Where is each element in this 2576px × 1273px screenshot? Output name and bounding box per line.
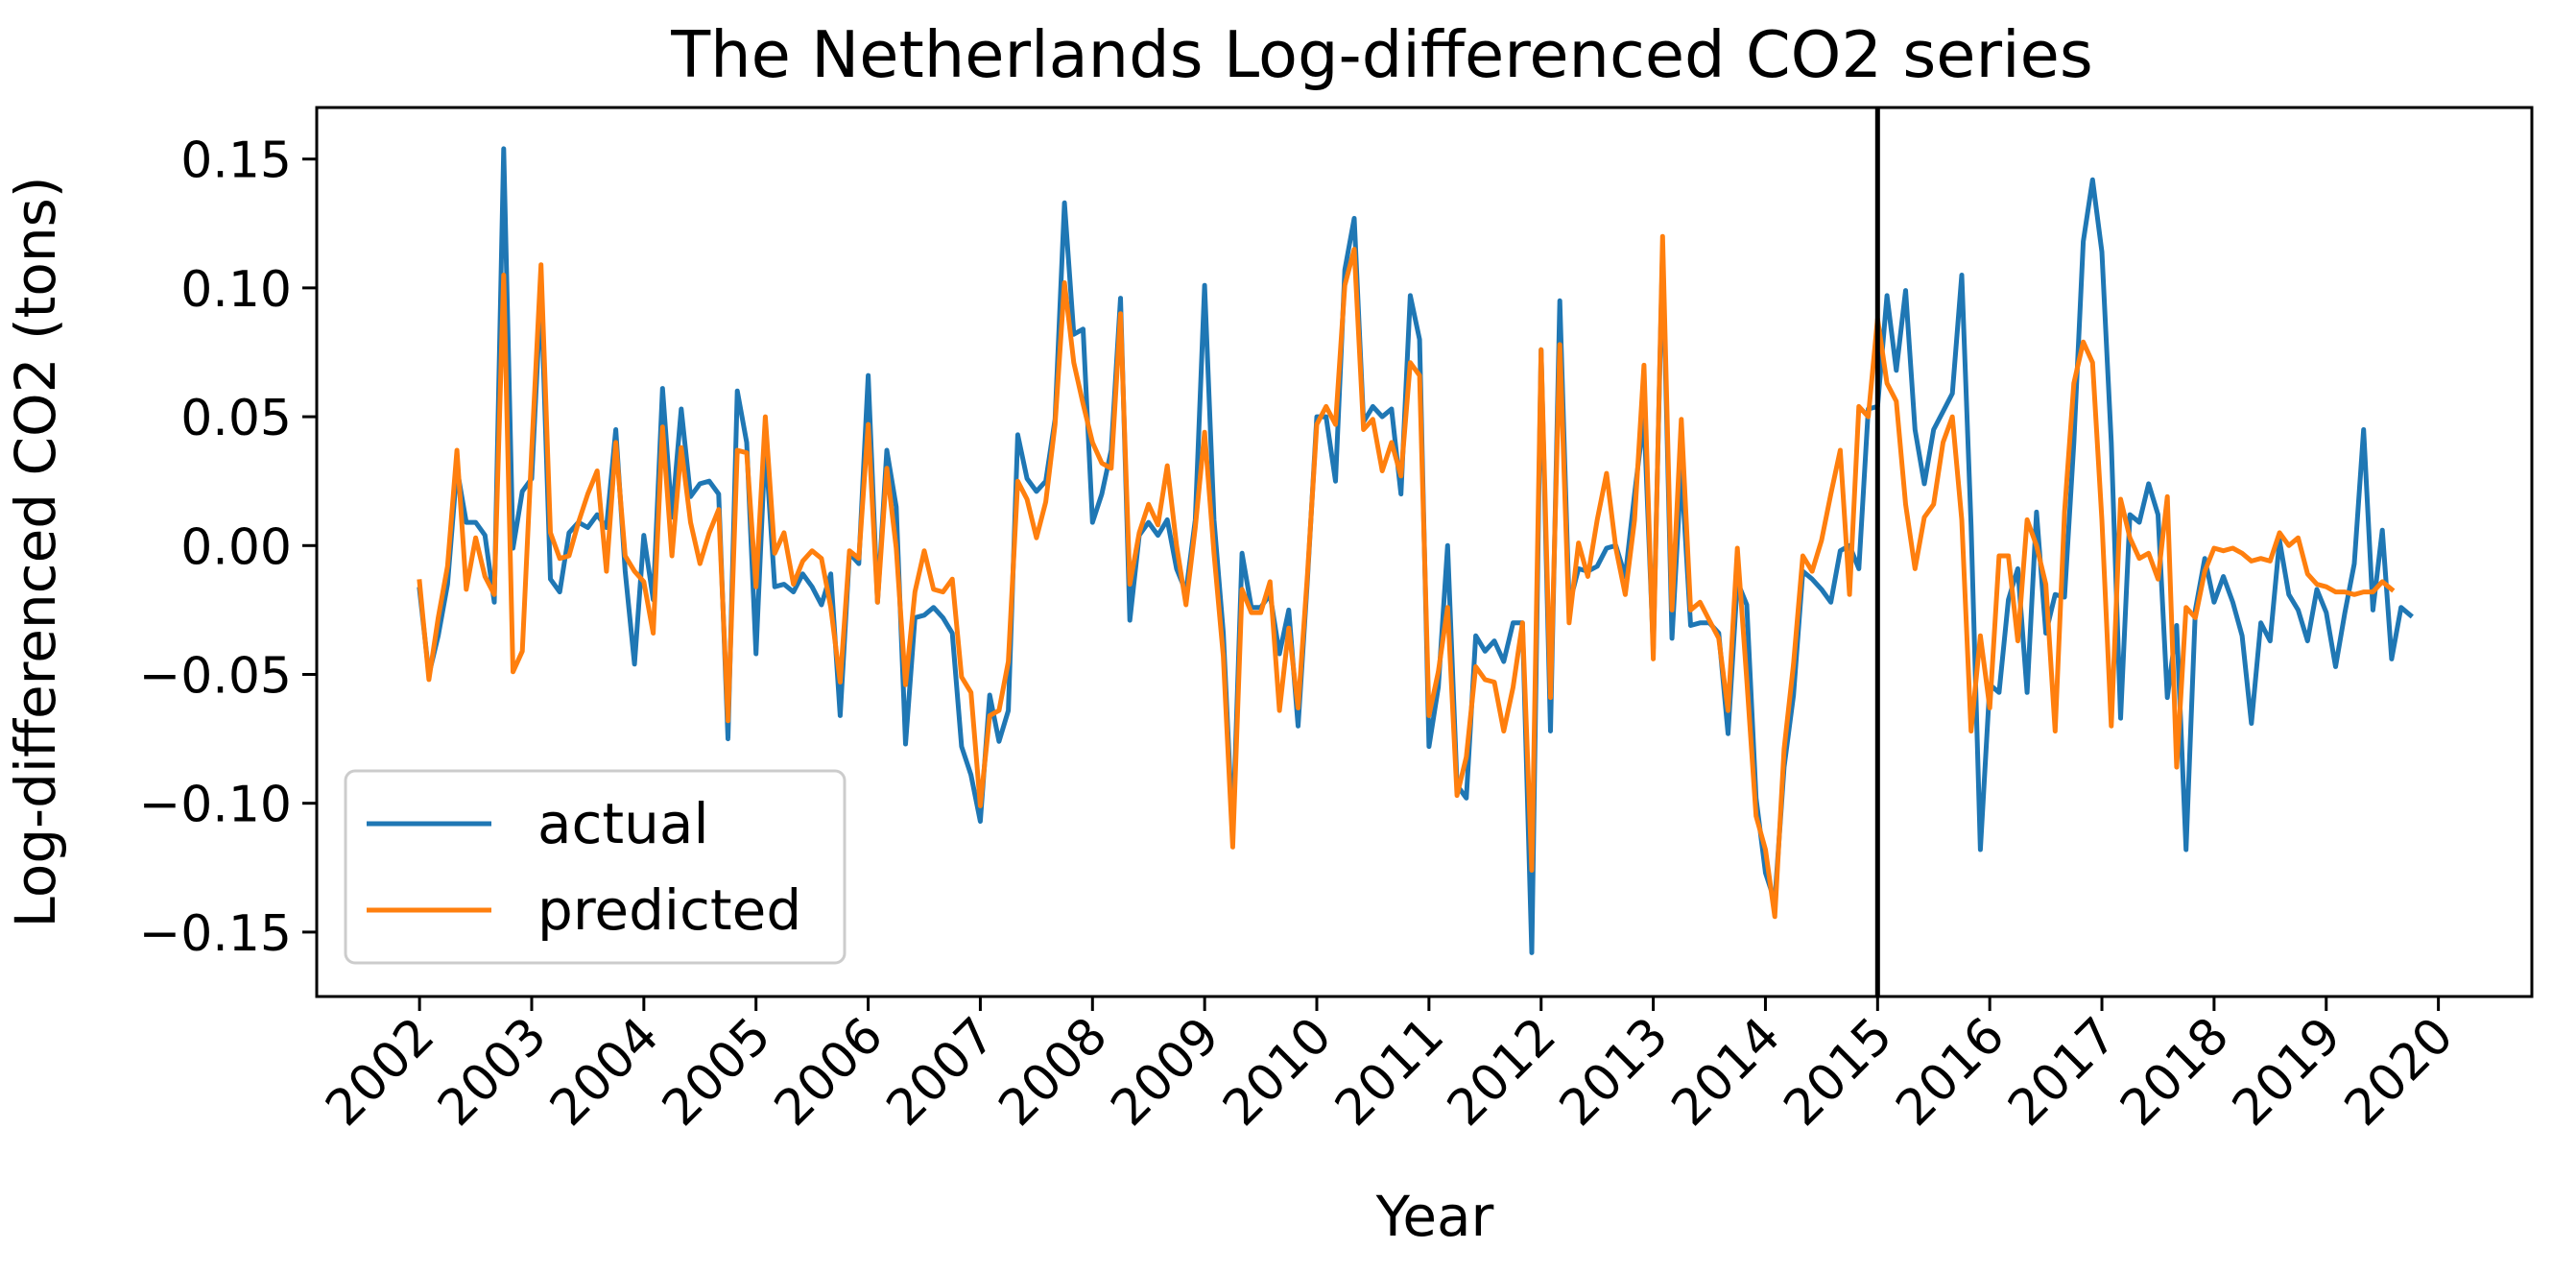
y-tick-label: 0.05	[180, 390, 292, 447]
legend: actual predicted	[344, 769, 847, 965]
y-tick-label: 0.00	[180, 518, 292, 576]
plot-area	[315, 106, 2534, 998]
legend-label-actual: actual	[537, 791, 709, 856]
plot-frame	[315, 106, 2534, 998]
chart-title: The Netherlands Log-differenced CO2 seri…	[670, 17, 2093, 92]
y-tick-label: 0.15	[180, 132, 292, 190]
y-tick-label: −0.15	[139, 905, 292, 963]
y-axis: 0.15 0.10 0.05 0.00 −0.05 −0.10 −0.15	[139, 132, 317, 963]
y-tick-label: 0.10	[180, 261, 292, 319]
y-axis-label: Log-differenced CO2 (tons)	[3, 177, 68, 928]
legend-label-predicted: predicted	[537, 877, 801, 943]
legend-box	[344, 769, 847, 965]
series-line-predicted	[417, 233, 2396, 920]
y-tick-label: −0.10	[139, 777, 292, 834]
x-axis-label: Year	[1375, 1184, 1494, 1249]
series-layer	[417, 146, 2414, 955]
y-tick-label: −0.05	[139, 647, 292, 705]
